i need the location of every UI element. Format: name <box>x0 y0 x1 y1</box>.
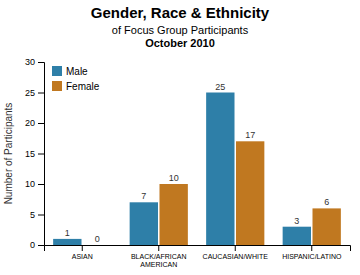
tick-label-line: HISPANIC/LATINO <box>282 253 342 260</box>
bars <box>53 93 341 246</box>
legend-label: Male <box>66 66 88 77</box>
tick-mark <box>38 245 44 246</box>
data-label: 17 <box>245 130 255 140</box>
bar <box>130 202 158 245</box>
tick: HISPANIC/LATINO <box>282 245 342 260</box>
data-label: 1 <box>65 228 70 238</box>
tick: ASIAN <box>72 245 93 260</box>
tick-mark <box>235 245 236 251</box>
subtitle: October 2010 <box>145 37 215 49</box>
plot: 051015202530ASIANBLACK/AFRICANAMERICANCA… <box>25 57 351 268</box>
y-axis: 0 5 10 15 20 25 30 <box>25 57 45 250</box>
tick-label: HISPANIC/LATINO <box>282 253 342 260</box>
tick-mark <box>82 245 83 251</box>
tick-mark <box>38 93 44 94</box>
axis-line <box>45 246 351 252</box>
legend-label: Female <box>66 81 100 92</box>
x-axis: ASIAN BLACK/AFRICANAMERICAN CAUCASIAN/WHIT… <box>45 245 351 268</box>
axis-title: Number of Participants <box>3 103 14 205</box>
legend-swatch <box>52 81 62 91</box>
legend: Male Female <box>52 66 100 92</box>
tick-mark <box>158 245 159 251</box>
bar <box>283 227 311 245</box>
bar <box>206 93 234 246</box>
tick-label: 20 <box>25 118 35 128</box>
tick: BLACK/AFRICANAMERICAN <box>131 245 187 268</box>
axis-line <box>38 63 45 246</box>
tick-label-line: CAUCASIAN/WHITE <box>203 253 269 260</box>
tick-label-line: BLACK/AFRICAN <box>131 253 187 260</box>
data-labels: 17253010176 <box>65 82 329 245</box>
tick: 20 <box>25 118 44 128</box>
tick-label-line: AMERICAN <box>140 261 177 268</box>
tick-label: CAUCASIAN/WHITE <box>203 253 269 260</box>
data-label: 25 <box>215 82 225 92</box>
legend-item: Female <box>52 81 100 92</box>
bar <box>312 208 340 245</box>
tick-mark <box>38 154 44 155</box>
tick: 10 <box>25 179 44 189</box>
tick: 5 <box>30 210 44 220</box>
tick-mark <box>38 123 44 124</box>
tick-mark <box>38 215 44 216</box>
legend-swatch <box>52 66 62 76</box>
tick-label: BLACK/AFRICANAMERICAN <box>131 253 187 268</box>
data-label: 3 <box>294 216 299 226</box>
tick-label: 10 <box>25 179 35 189</box>
bar <box>236 141 264 245</box>
data-label: 0 <box>95 234 100 244</box>
data-label: 10 <box>169 173 179 183</box>
subtitle: of Focus Group Participants <box>112 24 249 36</box>
tick-mark <box>38 62 44 63</box>
chart: Gender, Race & Ethnicity of Focus Group P… <box>0 0 360 275</box>
tick-label: ASIAN <box>72 253 93 260</box>
data-label: 6 <box>324 197 329 207</box>
bar <box>159 184 187 245</box>
bar <box>83 245 111 246</box>
tick: 30 <box>25 57 44 67</box>
tick: CAUCASIAN/WHITE <box>203 245 269 260</box>
tick-label: 15 <box>25 149 35 159</box>
tick-label-line: ASIAN <box>72 253 93 260</box>
legend-item: Male <box>52 66 88 77</box>
tick-label: 0 <box>30 240 35 250</box>
tick-mark <box>311 245 312 251</box>
data-label: 7 <box>141 191 146 201</box>
tick-label: 25 <box>25 88 35 98</box>
tick-label: 30 <box>25 57 35 67</box>
tick: 0 <box>30 240 44 250</box>
bar <box>53 239 81 245</box>
tick-mark <box>38 184 44 185</box>
tick: 15 <box>25 149 44 159</box>
tick-label: 5 <box>30 210 35 220</box>
tick: 25 <box>25 88 44 98</box>
title: Gender, Race & Ethnicity <box>91 4 270 21</box>
